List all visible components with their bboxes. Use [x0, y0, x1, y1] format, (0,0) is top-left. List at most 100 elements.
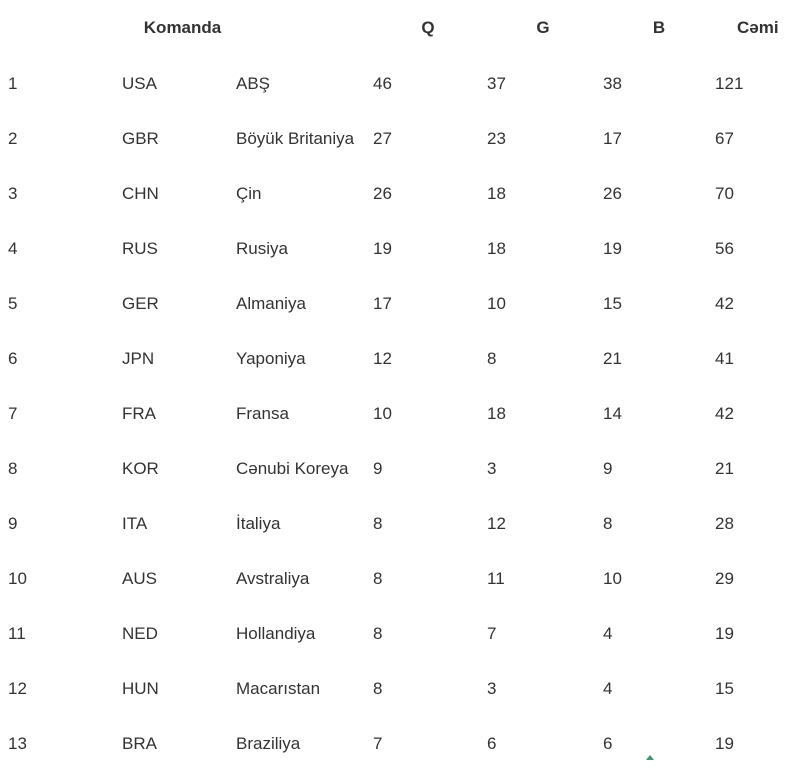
- cell-total: 67: [715, 128, 734, 148]
- cell-code: KOR: [122, 458, 159, 478]
- cell-g: 7: [487, 623, 497, 643]
- cell-q: 19: [373, 238, 392, 258]
- cell-rank: 8: [8, 458, 18, 478]
- cell-b: 14: [603, 403, 622, 423]
- cell-code: RUS: [122, 238, 158, 258]
- cell-g: 3: [487, 678, 497, 698]
- header-total: Cəmi: [737, 18, 779, 37]
- cell-code: NED: [122, 623, 158, 643]
- cell-g: 18: [487, 403, 506, 423]
- cell-total: 19: [715, 733, 734, 753]
- table-row: 9 ITA İtaliya 8 12 8 28: [0, 496, 811, 551]
- header-bronze: B: [652, 18, 666, 37]
- cell-code: BRA: [122, 733, 157, 753]
- table-body: 1 USA ABŞ 46 37 38 121 2 GBR Böyük Britaniya 27 23 1…: [0, 56, 811, 771]
- cell-g: 3: [487, 458, 497, 478]
- cell-b: 8: [603, 513, 613, 533]
- cell-name: Cənubi Koreya: [236, 458, 349, 478]
- cell-g: 11: [487, 568, 505, 588]
- cell-code: ITA: [122, 513, 148, 533]
- cell-code: HUN: [122, 678, 159, 698]
- cell-name: Avstraliya: [236, 568, 310, 588]
- cell-b: 21: [603, 348, 622, 368]
- cell-rank: 4: [8, 238, 18, 258]
- cell-q: 12: [373, 348, 392, 368]
- table-header: Komanda Q G B Cəmi: [0, 0, 811, 56]
- cell-name: Çin: [236, 183, 262, 203]
- cell-b: 15: [603, 293, 622, 313]
- cell-code: FRA: [122, 403, 156, 423]
- cell-total: 29: [715, 568, 734, 588]
- cell-q: 9: [373, 458, 383, 478]
- header-row: Komanda Q G B Cəmi: [0, 0, 811, 56]
- table-row: 4 RUS Rusiya 19 18 19 56: [0, 221, 811, 276]
- cell-q: 8: [373, 678, 383, 698]
- cell-rank: 1: [8, 73, 18, 93]
- header-gold: Q: [421, 18, 435, 37]
- cell-name: Yaponiya: [236, 348, 306, 368]
- cell-total: 121: [715, 73, 744, 93]
- cell-rank: 11: [8, 623, 26, 643]
- cell-name: İtaliya: [236, 513, 281, 533]
- table-row: 12 HUN Macarıstan 8 3 4 15: [0, 661, 811, 716]
- cell-g: 8: [487, 348, 497, 368]
- cell-rank: 12: [8, 678, 27, 698]
- cell-q: 26: [373, 183, 392, 203]
- cell-rank: 3: [8, 183, 18, 203]
- cell-total: 42: [715, 403, 734, 423]
- cell-rank: 6: [8, 348, 18, 368]
- cell-q: 27: [373, 128, 392, 148]
- cell-code: CHN: [122, 183, 159, 203]
- cell-name: Hollandiya: [236, 623, 316, 643]
- cell-q: 7: [373, 733, 383, 753]
- cell-code: USA: [122, 73, 157, 93]
- table-row: 10 AUS Avstraliya 8 11 10 29: [0, 551, 811, 606]
- header-silver: G: [536, 18, 550, 37]
- cell-total: 19: [715, 623, 734, 643]
- cell-total: 56: [715, 238, 734, 258]
- cell-total: 28: [715, 513, 734, 533]
- table-row: 1 USA ABŞ 46 37 38 121: [0, 56, 811, 111]
- cell-name: Böyük Britaniya: [236, 128, 355, 148]
- cell-name: Almaniya: [236, 293, 306, 313]
- cell-g: 23: [487, 128, 506, 148]
- cell-q: 46: [373, 73, 392, 93]
- cell-code: GER: [122, 293, 159, 313]
- table-row: 6 JPN Yaponiya 12 8 21 41: [0, 331, 811, 386]
- cell-b: 19: [603, 238, 622, 258]
- cell-q: 8: [373, 623, 383, 643]
- cell-rank: 10: [8, 568, 27, 588]
- table-row: 8 KOR Cənubi Koreya 9 3 9 21: [0, 441, 811, 496]
- cell-code: JPN: [122, 348, 155, 368]
- table-row: 7 FRA Fransa 10 18 14 42: [0, 386, 811, 441]
- header-team: Komanda: [143, 18, 222, 37]
- cell-rank: 7: [8, 403, 18, 423]
- cell-rank: 13: [8, 733, 27, 753]
- cell-code: AUS: [122, 568, 157, 588]
- cell-rank: 9: [8, 513, 18, 533]
- cell-name: Rusiya: [236, 238, 288, 258]
- cell-b: 17: [603, 128, 622, 148]
- table-row: 3 CHN Çin 26 18 26 70: [0, 166, 811, 221]
- cell-b: 26: [603, 183, 622, 203]
- cell-b: 4: [603, 623, 613, 643]
- cell-q: 8: [373, 513, 383, 533]
- table-row: 11 NED Hollandiya 8 7 4 19: [0, 606, 811, 661]
- cell-g: 18: [487, 183, 506, 203]
- cell-total: 42: [715, 293, 734, 313]
- cell-b: 10: [603, 568, 622, 588]
- cell-b: 6: [603, 733, 613, 753]
- cell-rank: 2: [8, 128, 18, 148]
- cell-g: 10: [487, 293, 506, 313]
- cell-g: 18: [487, 238, 506, 258]
- cursor-marker-icon: [646, 755, 654, 760]
- cell-total: 70: [715, 183, 734, 203]
- cell-name: ABŞ: [236, 73, 271, 93]
- cell-rank: 5: [8, 293, 18, 313]
- cell-code: GBR: [122, 128, 159, 148]
- cell-q: 17: [373, 293, 392, 313]
- cell-q: 10: [373, 403, 392, 423]
- cell-total: 21: [715, 458, 734, 478]
